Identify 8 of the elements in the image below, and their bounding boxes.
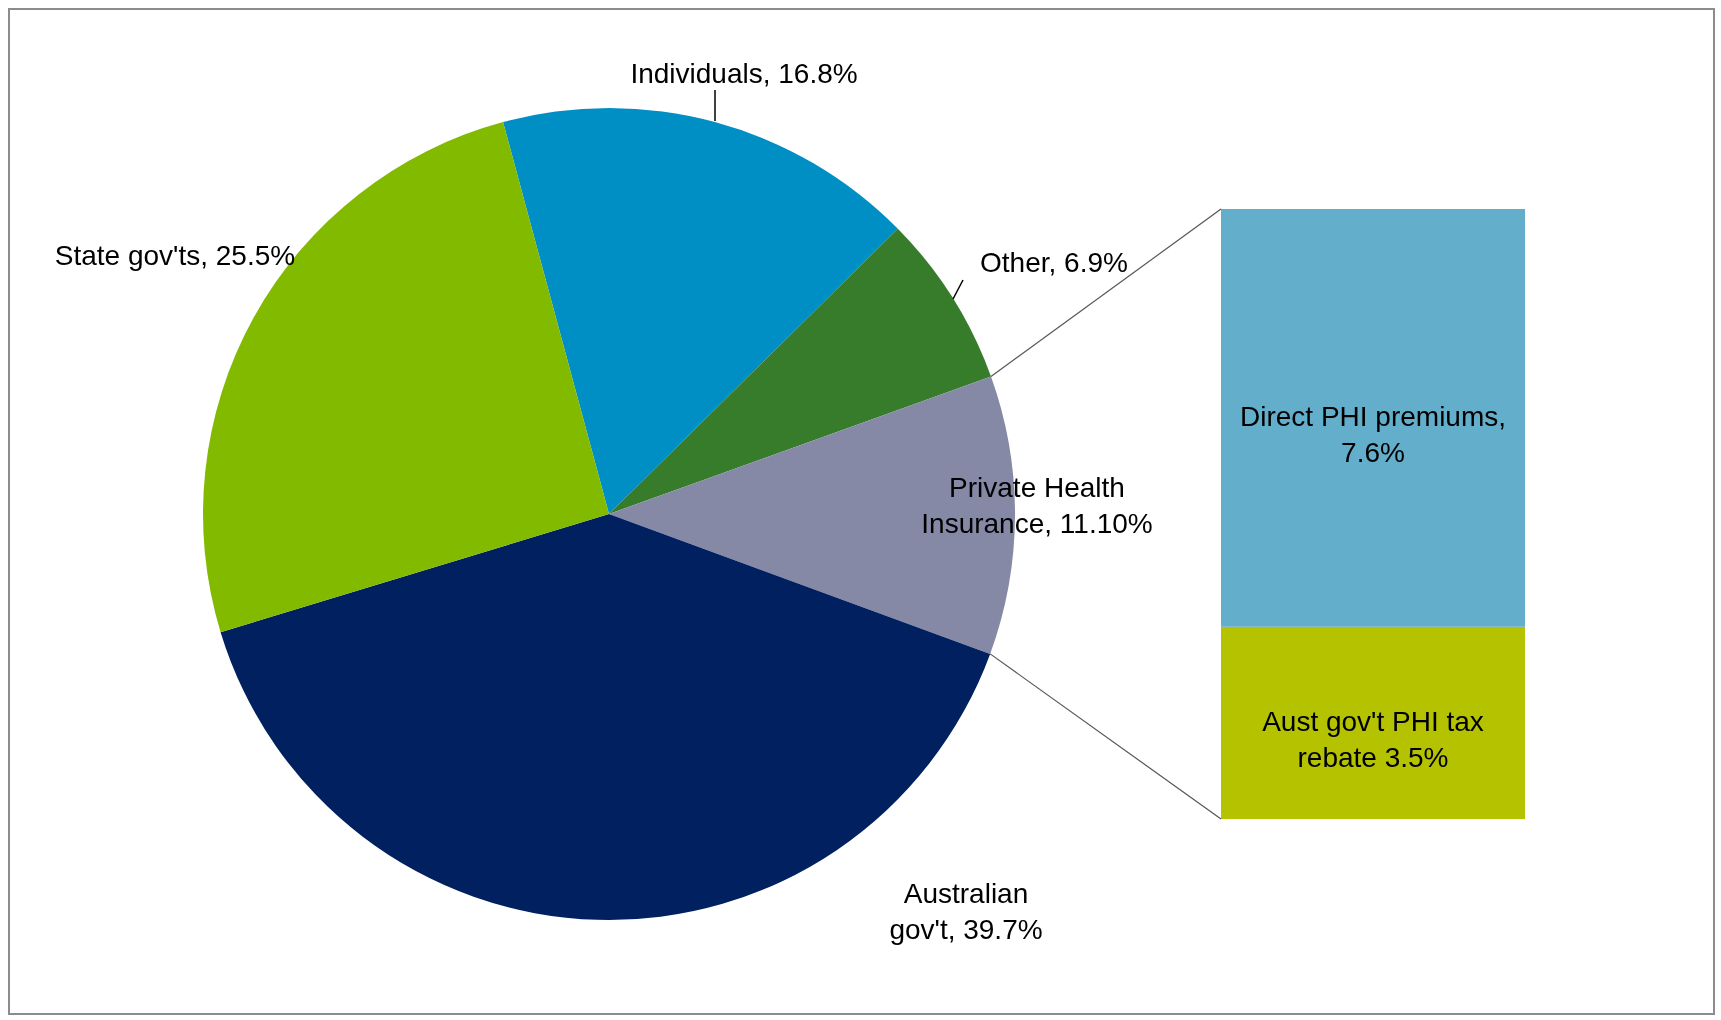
slice-label: Other, 6.9% [980,247,1128,278]
data-label: 7.6% [1341,436,1405,468]
slice-label: State gov'ts, 25.5% [54,240,296,271]
series-label: Direct PHI premiums, [1239,400,1507,432]
slice-label: Individuals, 16.8% [630,58,858,89]
pie-slice [503,108,898,514]
text: Aust gov't PHI tax rebate 3.5% [1262,705,1484,773]
slice-label: Australian gov't, 39.7% [889,878,1043,945]
